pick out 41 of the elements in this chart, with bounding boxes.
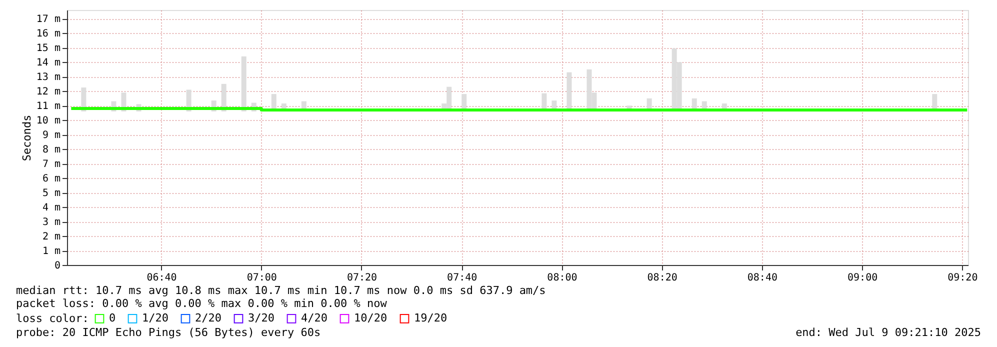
y-tick-label: 11 m xyxy=(36,101,60,112)
legend-title: loss color: xyxy=(16,312,89,325)
y-tick-label: 3 m xyxy=(42,217,60,228)
y-tick-label: 10 m xyxy=(36,116,60,127)
y-tick-label: 8 m xyxy=(42,144,60,156)
y-tick-label: 5 m xyxy=(42,188,60,200)
legend-label: 10/20 xyxy=(354,312,388,325)
text: median rtt: 10.7 ms avg 10.8 ms max 10.7 ms min 10.7 ms now 0.0 ms sd 637.9 am/s xyxy=(16,284,546,297)
y-tick-label: 17 m xyxy=(36,14,60,26)
text: packet loss: 0.00 % avg 0.00 % max 0.00 % min 0.00 % now xyxy=(16,297,388,310)
text: end: Wed Jul 9 09:21:10 2025 xyxy=(796,326,981,339)
x-tick-label: 08:00 xyxy=(547,272,578,284)
text: probe: 20 ICMP Echo Pings (56 Bytes) every 60s xyxy=(16,326,321,339)
bar xyxy=(241,56,246,112)
y-tick-label: 9 m xyxy=(42,130,60,142)
y-tick-label: 2 m xyxy=(42,232,60,243)
y-tick-label: 15 m xyxy=(36,43,60,54)
legend-label: 1/20 xyxy=(142,312,168,325)
x-tick-label: 08:20 xyxy=(647,272,678,284)
legend-label: 0 xyxy=(109,312,116,325)
y-tick-label: 4 m xyxy=(42,202,60,214)
y-tick-label: 1 m xyxy=(42,246,60,258)
legend-label: 3/20 xyxy=(248,312,274,325)
y-tick-label: 12 m xyxy=(36,86,60,98)
x-tick-label: 09:00 xyxy=(847,272,878,284)
y-tick-label: 6 m xyxy=(42,174,60,185)
y-tick-label: 16 m xyxy=(36,28,60,40)
x-tick-label: 08:40 xyxy=(747,272,778,284)
x-tick-label: 09:20 xyxy=(948,272,978,284)
y-axis-title: Seconds xyxy=(20,114,34,162)
legend-label: 2/20 xyxy=(195,312,222,325)
y-tick-label: 0 xyxy=(54,260,60,272)
x-tick-label: 06:40 xyxy=(146,272,177,284)
legend-label: 4/20 xyxy=(301,312,328,325)
y-tick-label: 14 m xyxy=(36,58,60,69)
x-tick-label: 07:20 xyxy=(346,272,378,284)
x-tick-label: 07:00 xyxy=(246,272,277,284)
x-tick-label: 07:40 xyxy=(447,272,478,284)
legend-label: 19/20 xyxy=(414,312,448,325)
y-tick-label: 13 m xyxy=(36,72,60,84)
y-tick-label: 7 m xyxy=(42,159,60,170)
